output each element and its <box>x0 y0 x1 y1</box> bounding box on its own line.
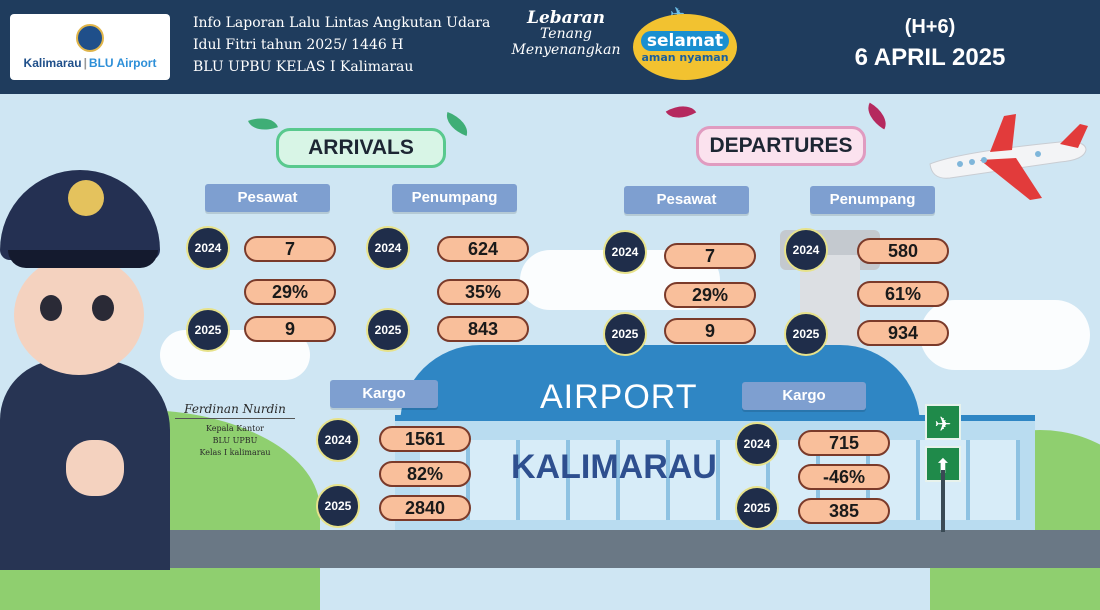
departures-kargo-label: Kargo <box>742 382 866 410</box>
arrivals-pesawat-change: 29% <box>244 279 336 305</box>
signature-name: Ferdinan Nurdin <box>175 402 295 419</box>
departures-pesawat-2025: 9 <box>664 318 756 344</box>
arrivals-pesawat-year-2024: 2024 <box>186 226 230 270</box>
leaf-icon <box>861 102 893 130</box>
leaf-icon <box>248 112 278 136</box>
ground <box>0 530 1100 568</box>
departures-penumpang-year-2025: 2025 <box>784 312 828 356</box>
report-date: 6 APRIL 2025 <box>854 44 1006 71</box>
departures-kargo-change: -46% <box>798 464 890 490</box>
signature-block: Ferdinan Nurdin Kepala Kantor BLU UPBU K… <box>175 402 295 459</box>
officer-eye <box>40 295 62 321</box>
officer-face <box>14 255 144 375</box>
departures-pesawat-label: Pesawat <box>624 186 749 214</box>
leaf-icon <box>665 98 697 126</box>
arrivals-penumpang-year-2025: 2025 <box>366 308 410 352</box>
day-label: (H+6) <box>904 16 956 38</box>
signature-title-3: Kelas I kalimarau <box>199 448 271 457</box>
arrivals-pesawat-2025: 9 <box>244 316 336 342</box>
departures-kargo-2024: 715 <box>798 430 890 456</box>
cap-badge-icon <box>68 180 104 216</box>
arrivals-kargo-2025: 2840 <box>379 495 471 521</box>
arrivals-penumpang-label: Penumpang <box>392 184 517 212</box>
arrivals-penumpang-change: 35% <box>437 279 529 305</box>
departures-pesawat-year-2025: 2025 <box>603 312 647 356</box>
arrivals-kargo-change: 82% <box>379 461 471 487</box>
departures-kargo-year-2025: 2025 <box>735 486 779 530</box>
arrivals-pesawat-label: Pesawat <box>205 184 330 212</box>
info-line-3: BLU UPBU KELAS I Kalimarau <box>193 59 414 75</box>
lebaran-badge: Lebaran Tenang Menyenangkan <box>508 10 624 84</box>
globe-emblem-icon <box>76 24 104 52</box>
arrivals-kargo-year-2025: 2025 <box>316 484 360 528</box>
signature-title-2: BLU UPBU <box>212 436 258 445</box>
aman-nyaman-word: aman nyaman <box>641 50 729 64</box>
selamat-badge: selamat aman nyaman <box>633 14 737 80</box>
header-bar: Kalimarau | BLU Airport Info Laporan Lalu … <box>0 0 1100 94</box>
arrivals-kargo-label: Kargo <box>330 380 438 408</box>
lebaran-word: Lebaran <box>526 8 605 28</box>
departures-pesawat-year-2024: 2024 <box>603 230 647 274</box>
departures-penumpang-change: 61% <box>857 281 949 307</box>
arrivals-kargo-year-2024: 2024 <box>316 418 360 462</box>
arrivals-penumpang-2025: 843 <box>437 316 529 342</box>
departures-pesawat-change: 29% <box>664 282 756 308</box>
arrivals-kargo-2024: 1561 <box>379 426 471 452</box>
logo-sub: BLU Airport <box>88 56 157 70</box>
officer-hand <box>66 440 124 496</box>
departures-penumpang-label: Penumpang <box>810 186 935 214</box>
kalimarau-logo: Kalimarau | BLU Airport <box>10 14 170 80</box>
arrivals-penumpang-2024: 624 <box>437 236 529 262</box>
info-line-1: Info Laporan Lalu Lintas Angkutan Udara <box>193 15 491 31</box>
departures-kargo-year-2024: 2024 <box>735 422 779 466</box>
report-info: Info Laporan Lalu Lintas Angkutan Udara … <box>193 12 490 78</box>
departures-kargo-2025: 385 <box>798 498 890 524</box>
officer-cap-brim <box>8 250 158 268</box>
info-line-2: Idul Fitri tahun 2025/ 1446 H <box>193 37 404 53</box>
arrivals-title: ARRIVALS <box>276 128 446 168</box>
logo-brand: Kalimarau <box>23 56 82 70</box>
officer-eye <box>92 295 114 321</box>
departures-penumpang-2024: 580 <box>857 238 949 264</box>
airport-sign: AIRPORT <box>540 378 698 416</box>
arrivals-pesawat-2024: 7 <box>244 236 336 262</box>
tenang-word: Tenang <box>540 26 592 42</box>
date-block: (H+6) 6 APRIL 2025 <box>830 14 1030 76</box>
terminal-name: KALIMARAU <box>511 448 717 486</box>
terminal-windows <box>420 440 1020 520</box>
leaf-icon <box>442 112 472 136</box>
airplane-icon <box>929 114 1088 200</box>
departures-penumpang-year-2024: 2024 <box>784 228 828 272</box>
airport-plane-sign-icon: ✈ <box>925 404 961 440</box>
departures-title: DEPARTURES <box>696 126 866 166</box>
selamat-word: selamat <box>640 30 730 51</box>
signature-title-1: Kepala Kantor <box>205 424 264 433</box>
departures-penumpang-2025: 934 <box>857 320 949 346</box>
sign-pole <box>941 470 945 532</box>
logo-wordmark: Kalimarau | BLU Airport <box>23 56 157 70</box>
arrivals-pesawat-year-2025: 2025 <box>186 308 230 352</box>
menyenangkan-word: Menyenangkan <box>511 42 621 58</box>
arrivals-penumpang-year-2024: 2024 <box>366 226 410 270</box>
departures-pesawat-2024: 7 <box>664 243 756 269</box>
